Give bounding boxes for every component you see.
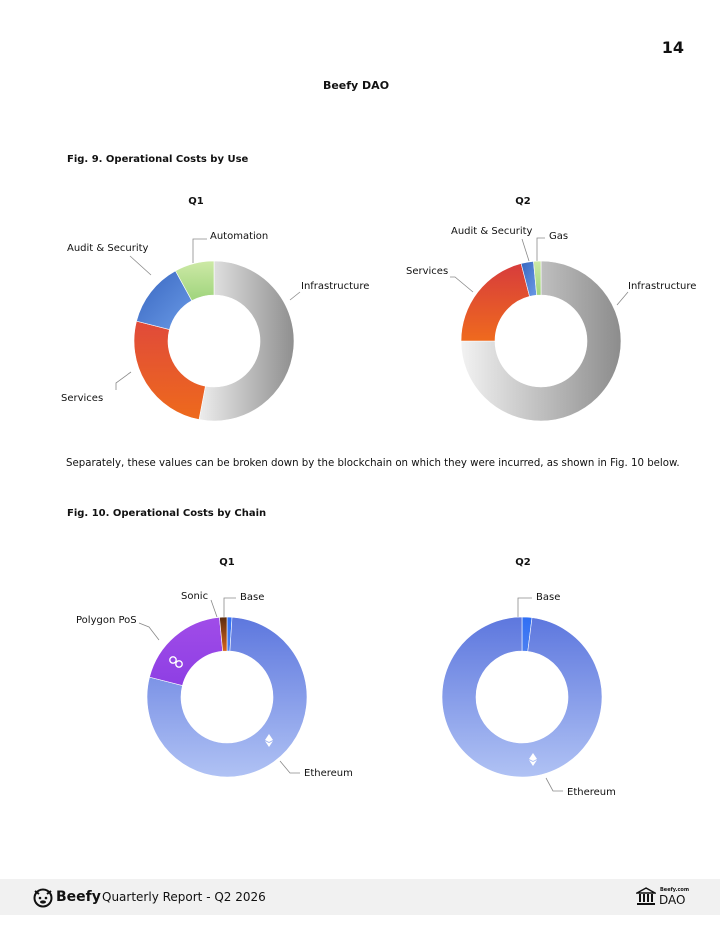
leader-gas-q2 <box>536 237 545 262</box>
label-audit-security-q1: Audit & Security <box>67 243 149 254</box>
leader-services-q1 <box>115 371 132 390</box>
leader-base-q2 <box>517 597 532 617</box>
label-polygon-pos-q1: Polygon PoS <box>76 615 137 626</box>
leader-base-q1 <box>223 597 236 617</box>
donut-fig10-q1 <box>146 616 308 778</box>
slice-services <box>460 263 530 342</box>
fig10-q2-title: Q2 <box>515 557 531 568</box>
slice-services <box>133 320 206 420</box>
slice-infrastructure <box>460 260 622 422</box>
leader-ethereum-q1 <box>279 760 300 774</box>
slice-automation <box>175 260 215 302</box>
leader-polygon-q1 <box>138 622 160 641</box>
slice-ethereum <box>146 616 308 778</box>
leader-audit-q2 <box>521 238 530 262</box>
polygon-icon <box>169 656 183 668</box>
body-paragraph: Separately, these values can be broken d… <box>66 458 680 469</box>
slice-infrastructure <box>198 260 295 422</box>
ethereum-icon <box>265 734 273 747</box>
label-gas-q2: Gas <box>549 231 569 242</box>
slice-sonic <box>219 616 228 652</box>
label-ethereum-q2: Ethereum <box>567 787 616 798</box>
leader-lines <box>115 237 629 792</box>
label-base-q1: Base <box>240 592 265 603</box>
leader-ethereum-q2 <box>545 777 563 792</box>
label-audit-security-q2: Audit & Security <box>451 226 533 237</box>
label-services-q2: Services <box>406 266 449 277</box>
footer-report-title: Quarterly Report - Q2 2026 <box>102 890 266 904</box>
leader-audit-q1 <box>129 255 152 276</box>
footer-dao-site: Beefy.com <box>660 887 690 893</box>
slice-gas <box>533 260 542 296</box>
fig10-title: Fig. 10. Operational Costs by Chain <box>67 508 267 519</box>
label-ethereum-q1: Ethereum <box>304 768 353 779</box>
donut-fig9-q2 <box>460 260 622 422</box>
footer-brand: Beefy <box>56 889 101 905</box>
slice-ethereum <box>441 616 603 778</box>
leader-infrastructure-q2 <box>616 291 629 306</box>
beefy-logo-icon <box>33 888 53 908</box>
leader-sonic-q1 <box>210 599 218 618</box>
label-sonic-q1: Sonic <box>181 591 209 602</box>
leader-infrastructure-q1 <box>289 291 301 301</box>
page-number: 14 <box>661 38 684 57</box>
label-services-q1: Services <box>61 393 104 404</box>
fig9-title: Fig. 9. Operational Costs by Use <box>67 154 249 165</box>
fig9-q2-title: Q2 <box>515 196 531 207</box>
fig9-q1-title: Q1 <box>188 196 204 207</box>
ethereum-icon <box>529 753 537 766</box>
leader-automation-q1 <box>192 238 207 263</box>
label-infrastructure-q2: Infrastructure <box>628 281 697 292</box>
dao-building-icon <box>636 887 656 905</box>
page-title: Beefy DAO <box>322 79 390 92</box>
donut-fig9-q1 <box>133 260 295 422</box>
label-base-q2: Base <box>536 592 561 603</box>
footer-bar <box>0 879 720 915</box>
fig10-q1-title: Q1 <box>219 557 235 568</box>
slice-polygon-pos <box>149 617 223 686</box>
donut-fig10-q2 <box>441 616 603 778</box>
footer-dao-label: DAO <box>659 893 686 907</box>
label-automation-q1: Automation <box>210 231 269 242</box>
label-infrastructure-q1: Infrastructure <box>301 281 370 292</box>
leader-services-q2 <box>450 276 474 293</box>
